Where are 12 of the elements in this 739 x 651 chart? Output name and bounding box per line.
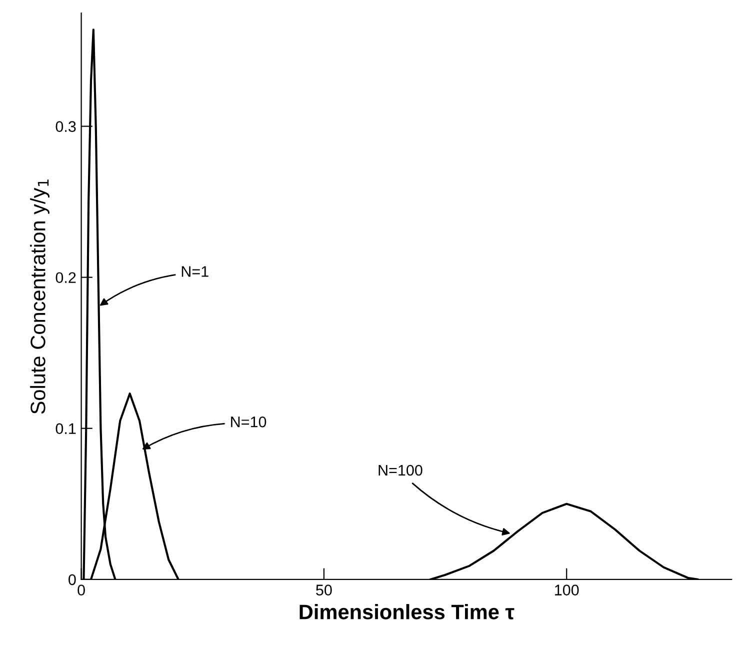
annotation: N=100: [378, 464, 422, 476]
annotation: N=1: [182, 266, 208, 277]
x-tick-label: 50: [316, 584, 332, 596]
x-tick-label: 0: [78, 584, 85, 596]
y-tick-label: 0.1: [56, 423, 76, 434]
y-tick-label: 0.3: [56, 121, 76, 132]
y-axis-title: Solute Concentration y/y$_{1}$: [30, 180, 50, 414]
y-tick-label: 0: [68, 574, 76, 586]
annotation: N=10: [231, 416, 266, 428]
x-axis-title: Dimensionless Time τ: [300, 604, 514, 620]
y-tick-label: 0.2: [56, 272, 76, 284]
x-tick-label: 100: [555, 584, 579, 596]
